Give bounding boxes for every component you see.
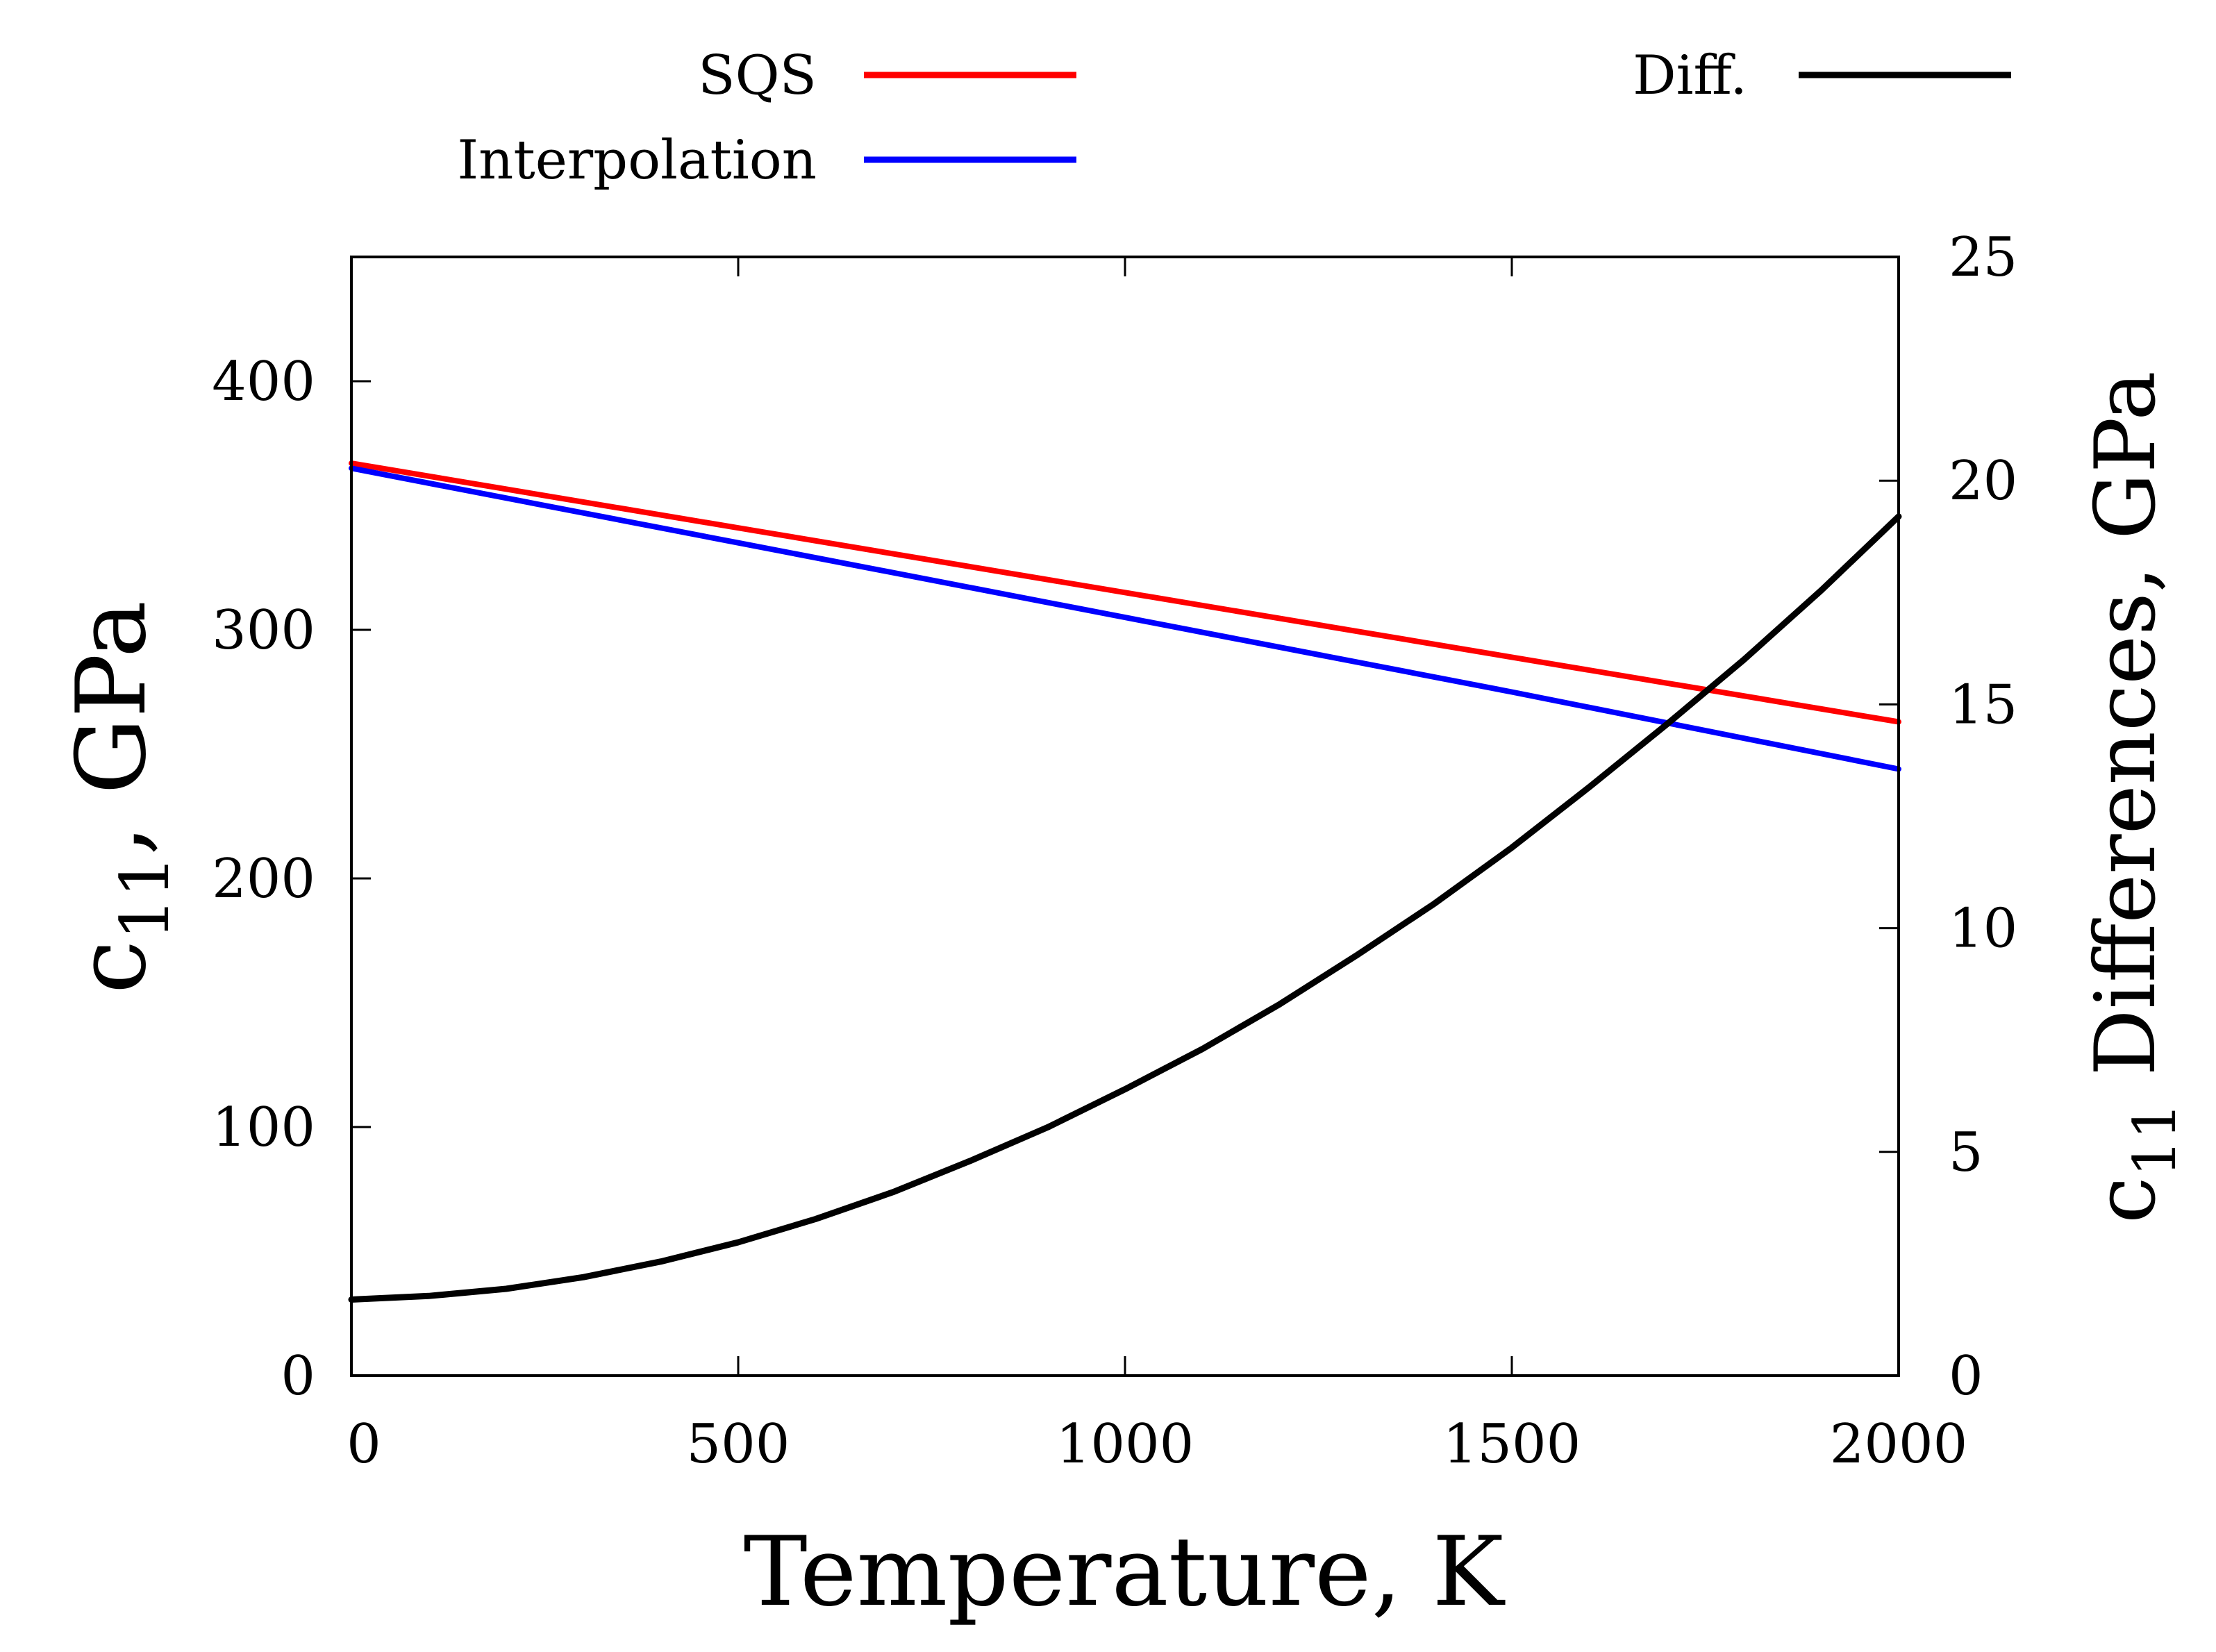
legend-label: SQS <box>698 44 817 107</box>
x-tick-label: 500 <box>687 1413 790 1476</box>
x-tick-label: 1500 <box>1443 1413 1581 1476</box>
plot-lines <box>348 460 1902 1303</box>
y2-tick-label: 10 <box>1949 898 2017 960</box>
y-tick-label: 200 <box>212 848 315 910</box>
y2-axis-title-main: c <box>2078 1177 2174 1224</box>
y2-tick-label: 5 <box>1949 1121 1983 1184</box>
y2-tick-label: 0 <box>1949 1345 1983 1408</box>
x-tick-label: 0 <box>347 1413 381 1476</box>
y2-axis-title-rest: Differences, GPa <box>2078 371 2174 1103</box>
y-tick-label: 100 <box>212 1096 315 1159</box>
y2-tick-label: 15 <box>1949 674 2017 736</box>
series-line-sqs <box>349 460 1901 725</box>
legend-label: Interpolation <box>457 129 817 192</box>
series-line-diff <box>348 513 1902 1303</box>
y-tick-label: 0 <box>281 1345 315 1408</box>
series-line-interpolation <box>349 465 1901 772</box>
y2-axis-title: c11 Differences, GPa <box>2078 371 2189 1224</box>
y2-tick-label: 20 <box>1949 450 2017 512</box>
y-axis-title-main: c <box>56 940 167 994</box>
x-axis-title: Temperature, K <box>744 1516 1506 1628</box>
legend: SQS Interpolation Diff. <box>457 44 2011 192</box>
y-axis-title: c11, GPa <box>56 601 184 994</box>
x-tick-label: 1000 <box>1056 1413 1194 1476</box>
y2-axis-title-subscript: 11 <box>2121 1103 2189 1177</box>
y2-tick-label: 25 <box>1949 226 2017 289</box>
legend-label: Diff. <box>1633 44 1747 107</box>
y-tick-label: 400 <box>212 351 315 413</box>
y-axis-title-subscript: 11 <box>106 856 184 940</box>
x-tick-label: 2000 <box>1830 1413 1968 1476</box>
y-tick-label: 300 <box>212 599 315 662</box>
y-axis-title-rest: , GPa <box>56 601 167 856</box>
ticks <box>350 256 1900 1377</box>
